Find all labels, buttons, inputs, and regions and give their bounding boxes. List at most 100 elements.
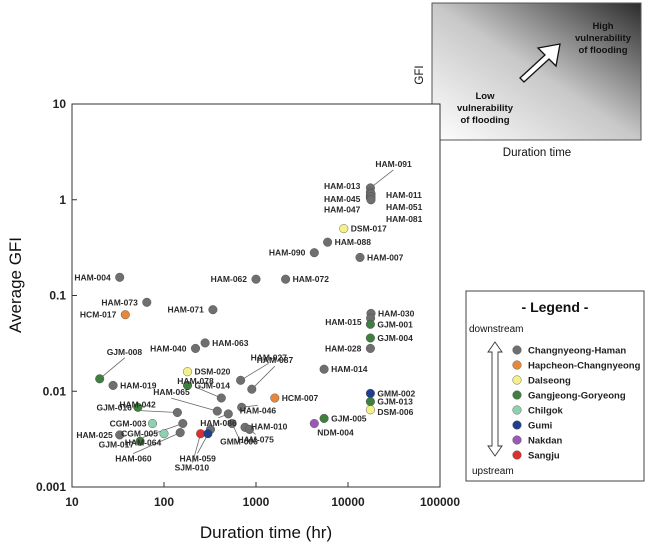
data-points (95, 183, 376, 446)
y-axis-title: Average GFI (6, 237, 25, 333)
point-label: CGM-005 (121, 429, 158, 439)
axis-ticks: 10 100 1000 10000 100000 10 1 0.1 0.01 0.001 (36, 97, 460, 509)
data-point (227, 419, 237, 429)
point-label: HAM-004 (74, 272, 111, 282)
point-label: HAM-047 (324, 205, 361, 215)
legend-upstream: upstream (472, 466, 514, 477)
point-label: HAM-086 (200, 418, 237, 428)
data-point (147, 419, 157, 429)
x-tick-label: 10 (65, 495, 79, 509)
point-label: SJM-010 (175, 463, 210, 473)
y-tick-label: 1 (59, 193, 66, 207)
legend-swatch (512, 435, 522, 445)
point-label: HAM-072 (293, 274, 330, 284)
label-leader-line (251, 365, 276, 390)
data-point (355, 252, 365, 262)
x-axis-title: Duration time (hr) (200, 523, 332, 542)
legend-flow-arrow-icon (487, 341, 503, 457)
point-label: GJM-008 (107, 347, 143, 357)
legend-swatch (512, 420, 522, 430)
point-label: CGM-003 (110, 419, 147, 429)
data-point (237, 402, 247, 412)
data-point (200, 338, 210, 348)
inset-gradient (431, 2, 642, 141)
label-leader-line (240, 362, 269, 381)
point-label: GMM-006 (220, 437, 258, 447)
data-point (208, 305, 218, 315)
point-label: HAM-014 (331, 364, 368, 374)
legend-swatch (512, 345, 522, 355)
data-point (95, 374, 105, 384)
data-point (203, 429, 213, 439)
point-label: HAM-088 (335, 237, 372, 247)
data-point (365, 388, 375, 398)
point-label: HAM-078 (177, 376, 214, 386)
data-point (319, 364, 329, 374)
label-leader-line (192, 433, 201, 463)
data-point (281, 274, 291, 284)
data-point (309, 419, 319, 429)
inset-arrow-icon (519, 43, 561, 83)
legend-items: Changnyeong-Haman Hapcheon-Changnyeong Dal… (512, 345, 641, 462)
legend-label: Hapcheon-Changnyeong (528, 361, 641, 372)
label-leader-line (195, 386, 222, 399)
point-label: HAM-030 (378, 308, 415, 318)
data-point (182, 380, 192, 390)
data-point (365, 319, 375, 329)
data-point (247, 384, 257, 394)
point-label: DSM-006 (377, 407, 413, 417)
label-leader-line (133, 432, 181, 454)
point-label: HCM-017 (80, 310, 117, 320)
data-point (172, 408, 182, 418)
legend-swatch (512, 450, 522, 460)
data-point (323, 237, 333, 247)
data-point (309, 248, 319, 258)
point-label: HAM-019 (120, 380, 157, 390)
legend-swatch (512, 405, 522, 415)
point-label: GJM-005 (331, 413, 367, 423)
data-point (175, 428, 185, 438)
legend-title: - Legend - (522, 299, 589, 315)
x-tick-label: 10000 (331, 495, 365, 509)
data-point (108, 380, 118, 390)
x-tick-label: 100000 (420, 495, 460, 509)
data-point (365, 397, 375, 407)
legend-label: Nakdan (528, 436, 563, 447)
y-tick-label: 0.001 (36, 480, 66, 494)
data-point (319, 413, 329, 423)
point-label: HAM-046 (240, 405, 277, 415)
data-point (365, 405, 375, 415)
point-label: HAM-075 (238, 434, 275, 444)
data-point (133, 402, 143, 412)
point-label: GJM-001 (377, 319, 413, 329)
data-point (244, 424, 254, 434)
data-point (182, 367, 192, 377)
y-tick-label: 0.1 (49, 289, 66, 303)
inset-text-line: High (592, 21, 613, 32)
legend-label: Changnyeong-Haman (528, 346, 626, 357)
data-point (178, 419, 188, 429)
point-label: GJM-016 (96, 402, 132, 412)
point-label: HAM-042 (119, 400, 156, 410)
data-point (251, 274, 261, 284)
legend-label: Dalseong (528, 376, 571, 387)
point-label: HAM-090 (269, 248, 306, 258)
point-label: HAM-073 (101, 297, 138, 307)
point-label: HAM-010 (251, 421, 288, 431)
data-point (339, 224, 349, 234)
point-label: HCM-007 (282, 393, 319, 403)
inset-text-line: of flooding (460, 115, 509, 126)
data-point (223, 409, 233, 419)
label-leader-line (171, 397, 218, 412)
point-label: HAM-025 (76, 430, 113, 440)
label-leader-line (99, 357, 125, 380)
point-label: GMM-002 (377, 388, 415, 398)
point-label: HAM-062 (211, 274, 248, 284)
legend-swatch (512, 375, 522, 385)
y-tick-label: 0.01 (43, 384, 67, 398)
data-point (366, 195, 376, 205)
point-label: NDM-004 (317, 428, 354, 438)
